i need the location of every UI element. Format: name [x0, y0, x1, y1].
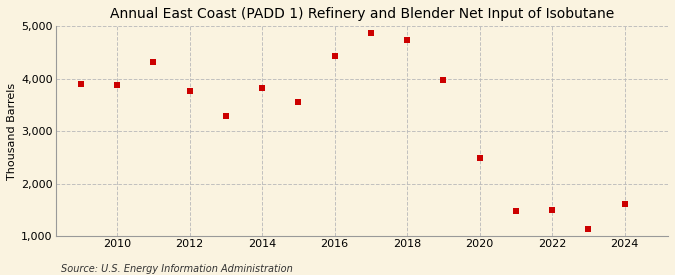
- Point: [402, 38, 412, 43]
- Point: [474, 156, 485, 161]
- Point: [619, 201, 630, 206]
- Point: [221, 114, 232, 119]
- Point: [510, 209, 521, 214]
- Point: [112, 83, 123, 87]
- Point: [329, 54, 340, 58]
- Text: Source: U.S. Energy Information Administration: Source: U.S. Energy Information Administ…: [61, 264, 292, 274]
- Y-axis label: Thousand Barrels: Thousand Barrels: [7, 82, 17, 180]
- Title: Annual East Coast (PADD 1) Refinery and Blender Net Input of Isobutane: Annual East Coast (PADD 1) Refinery and …: [109, 7, 614, 21]
- Point: [438, 78, 449, 82]
- Point: [148, 60, 159, 64]
- Point: [365, 31, 376, 35]
- Point: [184, 89, 195, 94]
- Point: [256, 86, 267, 90]
- Point: [547, 208, 558, 213]
- Point: [583, 227, 594, 231]
- Point: [293, 100, 304, 104]
- Point: [76, 82, 86, 86]
